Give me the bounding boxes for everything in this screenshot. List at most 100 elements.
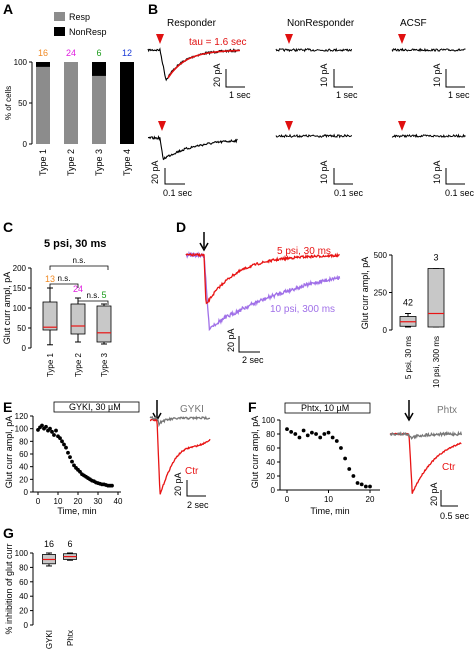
data-point bbox=[322, 432, 327, 436]
stimulus-arrow-head-icon bbox=[199, 242, 209, 252]
g-y-ticks: 0 20 40 60 80 100 bbox=[15, 549, 33, 630]
data-point bbox=[66, 450, 70, 455]
a-ytick-label: 50 bbox=[18, 99, 27, 108]
category-label: Type 3 bbox=[94, 149, 104, 176]
bar-count-label: 24 bbox=[66, 48, 76, 58]
y-tick-label: 60 bbox=[266, 444, 275, 453]
trace-10psi bbox=[185, 250, 341, 332]
e-scatter-points bbox=[36, 423, 114, 488]
phtx-trace bbox=[389, 430, 463, 440]
x-tick-label: 10 bbox=[324, 495, 333, 504]
data-point bbox=[285, 427, 289, 431]
y-tick-label: 100 bbox=[13, 304, 27, 313]
data-point bbox=[339, 446, 343, 450]
data-point bbox=[44, 424, 48, 429]
y-tick-label: 0 bbox=[24, 488, 29, 497]
b-title-responder: Responder bbox=[167, 18, 217, 29]
f-y-axis-label: Glut curr ampl, pA bbox=[250, 416, 260, 489]
scale-bar bbox=[186, 480, 206, 497]
b-title-acsf: ACSF bbox=[400, 18, 427, 29]
acsf-trace bbox=[391, 47, 466, 53]
c-y-ticks: 0 50 100 150 200 bbox=[13, 264, 31, 353]
c-y-axis-label: Glut curr ampl, pA bbox=[2, 272, 12, 345]
d-boxplots: 42 5 psi, 30 ms 3 10 psi, 300 ms bbox=[399, 253, 445, 388]
g-y-axis-label: % inhibition of glut curr bbox=[4, 543, 14, 634]
box-1 bbox=[42, 301, 58, 331]
y-tick-label: 20 bbox=[266, 472, 275, 481]
c-title: 5 psi, 30 ms bbox=[44, 238, 106, 250]
data-point bbox=[297, 435, 302, 440]
scale-bar-label: 20 pA bbox=[429, 482, 439, 506]
y-tick-label: 80 bbox=[19, 563, 28, 572]
box-category-label: Type 2 bbox=[74, 352, 83, 377]
data-point bbox=[359, 482, 364, 487]
data-point bbox=[355, 481, 360, 485]
scale-bar bbox=[440, 490, 458, 507]
scale-bar-label: 1 sec bbox=[336, 90, 358, 100]
y-tick-label: 120 bbox=[15, 412, 29, 421]
box-3 bbox=[96, 305, 112, 343]
y-tick-label: 100 bbox=[15, 425, 29, 434]
y-tick-label: 100 bbox=[262, 416, 276, 425]
scale-bar bbox=[225, 69, 245, 88]
bar-counts: 16 24 6 12 bbox=[38, 48, 132, 58]
responder-trace-fast bbox=[147, 135, 238, 161]
bar-nonresp-3 bbox=[92, 62, 106, 76]
a-ytick-label: 0 bbox=[23, 140, 28, 149]
scale-bar bbox=[445, 69, 465, 88]
y-tick-label: 0 bbox=[24, 621, 29, 630]
panel-label-b: B bbox=[148, 1, 158, 17]
data-point bbox=[347, 467, 352, 471]
scale-bar-label: 0.1 sec bbox=[445, 188, 474, 198]
category-label: Type 1 bbox=[38, 149, 48, 176]
scale-bar-label: 10 pA bbox=[432, 160, 442, 184]
f-drug-label: Phtx, 10 µM bbox=[301, 403, 349, 413]
box-count-label: 42 bbox=[403, 298, 413, 308]
data-point bbox=[310, 430, 314, 435]
bar-count-label: 6 bbox=[96, 48, 101, 58]
scale-bar-label: 20 pA bbox=[173, 472, 183, 496]
scale-bar bbox=[164, 168, 185, 185]
f-scatter-points bbox=[285, 427, 372, 489]
bar-count-label: 16 bbox=[38, 48, 48, 58]
data-point bbox=[110, 483, 114, 488]
scale-bar-label: 20 pA bbox=[212, 63, 222, 87]
y-tick-label: 40 bbox=[19, 463, 28, 472]
scale-bar bbox=[238, 336, 260, 353]
box-count-label: 16 bbox=[44, 539, 54, 549]
box-count-label: 5 bbox=[101, 290, 106, 300]
panel-label-f: F bbox=[248, 399, 257, 415]
control-trace bbox=[149, 417, 211, 495]
data-point bbox=[52, 433, 56, 437]
d-y-ticks: 0 250 500 bbox=[374, 251, 392, 335]
scale-bar-label: 20 pA bbox=[226, 328, 236, 352]
scale-bar bbox=[333, 168, 353, 185]
data-point bbox=[60, 439, 64, 444]
stimulus-arrow-icon bbox=[285, 121, 293, 131]
scale-bar-label: 2 sec bbox=[242, 355, 264, 365]
d-trace-label-10psi: 10 psi, 300 ms bbox=[270, 304, 335, 315]
scale-bar-label: 20 pA bbox=[150, 160, 160, 184]
scale-bar-label: 1 sec bbox=[448, 90, 470, 100]
y-tick-label: 500 bbox=[374, 251, 388, 260]
scale-bar-label: 10 pA bbox=[319, 63, 329, 87]
ns-label: n.s. bbox=[87, 291, 100, 300]
data-point bbox=[40, 423, 44, 428]
y-tick-label: 200 bbox=[13, 264, 27, 273]
y-tick-label: 40 bbox=[266, 458, 275, 467]
data-point bbox=[58, 436, 62, 441]
e-drug-label: GYKI, 30 µM bbox=[69, 402, 121, 412]
data-point bbox=[301, 428, 306, 433]
nonresponder-trace-fast bbox=[275, 133, 353, 139]
f-trace-label-ctr: Ctr bbox=[442, 462, 456, 473]
data-point bbox=[343, 456, 347, 461]
scale-bar bbox=[333, 69, 353, 88]
panel-label-a: A bbox=[3, 1, 13, 17]
y-tick-label: 100 bbox=[15, 549, 29, 558]
a-y-axis-label: % of cells bbox=[4, 86, 13, 120]
bar-category-labels: Type 1 Type 2 Type 3 Type 4 bbox=[38, 149, 132, 176]
stimulus-arrow-icon bbox=[398, 34, 406, 44]
bar-resp-2 bbox=[64, 62, 78, 144]
c-boxplots: 13 Type 1 24 Type 2 5 Type 3 bbox=[42, 274, 112, 377]
bar-count-label: 12 bbox=[122, 48, 132, 58]
